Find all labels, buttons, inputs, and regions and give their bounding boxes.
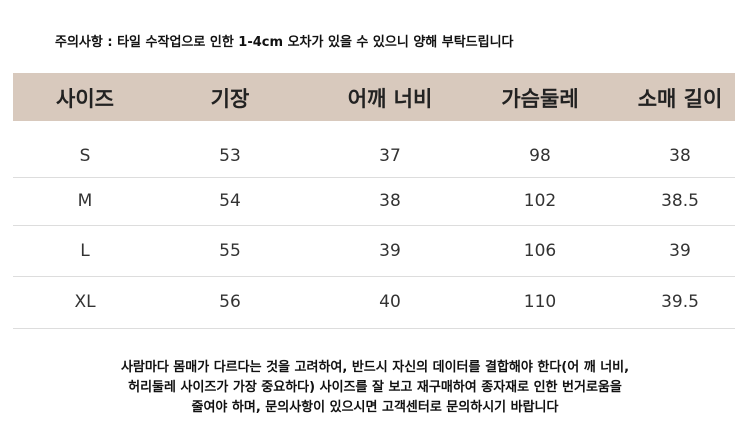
table-cell: L bbox=[80, 241, 90, 261]
table-cell: 110 bbox=[523, 292, 557, 312]
table-cell: 40 bbox=[379, 292, 401, 312]
header-cell: 기장 bbox=[210, 87, 250, 111]
table-cell: 56 bbox=[219, 292, 241, 312]
table-cell: 38 bbox=[379, 191, 401, 211]
table-cell: 39 bbox=[379, 241, 401, 261]
table-cell: 38 bbox=[669, 146, 691, 166]
header-cell: 어깨 너비 bbox=[347, 87, 433, 111]
table-cell: XL bbox=[74, 292, 96, 312]
footer-note: 사람마다 몸매가 다르다는 것을 고려하여, 반드시 자신의 데이터를 결합해야… bbox=[0, 358, 750, 418]
table-cell: 106 bbox=[523, 241, 557, 261]
table-cell: 37 bbox=[379, 146, 401, 166]
header-cell: 소매 길이 bbox=[637, 87, 723, 111]
table-cell: 55 bbox=[219, 241, 241, 261]
header-cell: 사이즈 bbox=[56, 87, 114, 111]
table-cell: 98 bbox=[529, 146, 551, 166]
table-cell: 102 bbox=[523, 191, 557, 211]
table-cell: M bbox=[77, 191, 93, 211]
footer-line: 줄여야 하며, 문의사항이 있으시면 고객센터로 문의하시기 바랍니다 bbox=[191, 400, 559, 415]
row-separator bbox=[13, 225, 735, 226]
footer-line: 사람마다 몸매가 다르다는 것을 고려하여, 반드시 자신의 데이터를 결합해야… bbox=[120, 360, 630, 375]
row-separator bbox=[13, 276, 735, 277]
footer-line: 허리둘레 사이즈가 가장 중요하다) 사이즈를 잘 보고 재구매하여 종자재로 … bbox=[128, 380, 622, 395]
table-cell: 53 bbox=[219, 146, 241, 166]
row-separator bbox=[13, 177, 735, 178]
notice: 주의사항 : 타일 수작업으로 인한 1-4cm 오차가 있을 수 있으니 양해… bbox=[55, 35, 514, 50]
table-cell: S bbox=[79, 146, 91, 166]
table-header-band bbox=[13, 73, 735, 121]
row-separator bbox=[13, 328, 735, 329]
table-cell: 39.5 bbox=[661, 292, 699, 312]
table-cell: 54 bbox=[219, 191, 241, 211]
table-cell: 39 bbox=[669, 241, 691, 261]
header-cell: 가슴둘레 bbox=[501, 87, 579, 111]
table-cell: 38.5 bbox=[661, 191, 699, 211]
